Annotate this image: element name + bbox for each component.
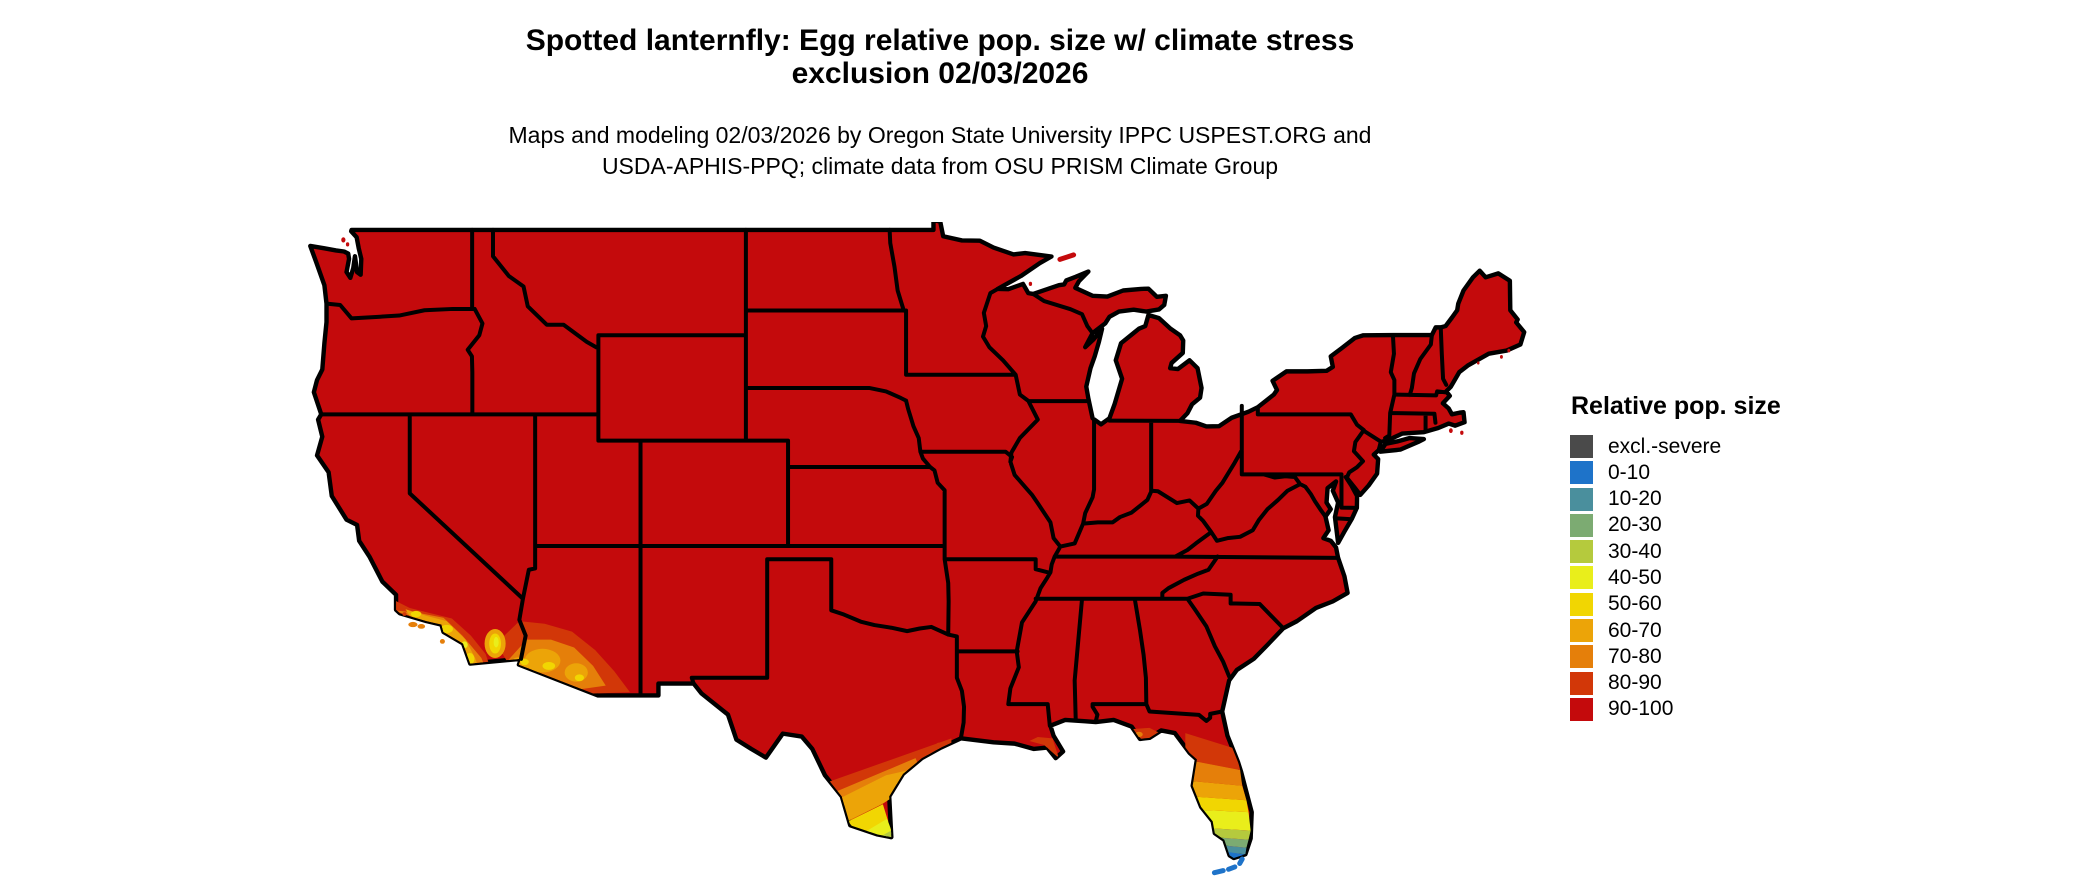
legend-label: 50-60	[1608, 592, 1662, 616]
channel-island	[408, 621, 418, 628]
subtitle-line-2: USDA-APHIS-PPQ; climate data from OSU PR…	[601, 153, 1279, 179]
marthas-vineyard	[1448, 428, 1453, 434]
conus-outline	[310, 222, 1524, 858]
maine-coast-island	[1476, 361, 1480, 365]
channel-island	[402, 612, 407, 616]
legend-swatch-90-100	[1570, 697, 1593, 721]
conus-choropleth-map	[297, 222, 1532, 888]
legend-label: 60-70	[1608, 618, 1662, 642]
legend-label: 30-40	[1608, 539, 1662, 563]
page-title: Spotted lanternfly: Egg relative pop. si…	[0, 24, 1880, 90]
legend-label: 20-30	[1608, 513, 1662, 537]
legend-row: 90-100	[1570, 697, 1781, 721]
channel-island	[417, 624, 426, 629]
legend-row: 80-90	[1570, 671, 1781, 695]
legend-swatch-30-40	[1570, 540, 1593, 564]
legend-label: excl.-severe	[1608, 434, 1722, 458]
legend-label: 90-100	[1608, 697, 1674, 721]
maine-coast-island	[1499, 355, 1503, 359]
legend-row: 50-60	[1570, 592, 1781, 616]
legend-row: 40-50	[1570, 565, 1781, 590]
legend-label: 80-90	[1608, 671, 1662, 695]
legend-label: 70-80	[1608, 644, 1662, 668]
legend-row: 20-30	[1570, 513, 1781, 537]
legend-swatch-50-60	[1570, 592, 1593, 616]
florida-keys	[1214, 859, 1242, 873]
page-subtitle: Maps and modeling 02/03/2026 by Oregon S…	[0, 120, 1880, 182]
legend-swatch-60-70	[1570, 619, 1593, 643]
legend-row: 0-10	[1570, 460, 1781, 485]
landmass	[310, 222, 1524, 858]
legend-label: 0-10	[1608, 460, 1651, 484]
legend-swatch-70-80	[1570, 645, 1593, 669]
legend-swatch-excl-severe	[1570, 435, 1593, 459]
islands	[341, 237, 1511, 873]
legend-label: 10-20	[1608, 487, 1662, 511]
legend-title: Relative pop. size	[1571, 392, 1781, 420]
legend-row: 10-20	[1570, 487, 1781, 511]
legend-swatch-10-20	[1570, 487, 1593, 511]
title-line-2: exclusion 02/03/2026	[791, 57, 1089, 90]
long-island	[1380, 438, 1424, 452]
legend-row: 70-80	[1570, 644, 1781, 669]
title-line-1: Spotted lanternfly: Egg relative pop. si…	[525, 24, 1355, 57]
san-juan-island	[345, 242, 350, 247]
legend-label: 40-50	[1608, 565, 1662, 589]
legend-row: excl.-severe	[1570, 434, 1781, 459]
channel-island	[439, 639, 445, 644]
maine-coast-island	[1507, 348, 1511, 353]
apostle-island	[1028, 281, 1033, 287]
nantucket	[1460, 430, 1464, 435]
legend-row: 30-40	[1570, 539, 1781, 564]
legend-row: 60-70	[1570, 618, 1781, 643]
legend-swatch-40-50	[1570, 566, 1593, 590]
legend-swatch-20-30	[1570, 513, 1593, 537]
san-juan-island	[341, 237, 346, 243]
isle-royale	[1060, 255, 1074, 259]
state-boundaries	[321, 230, 1447, 738]
legend: Relative pop. size excl.-severe 0-10 10-…	[1570, 392, 1781, 724]
subtitle-line-1: Maps and modeling 02/03/2026 by Oregon S…	[508, 122, 1372, 148]
legend-swatch-80-90	[1570, 671, 1593, 695]
legend-swatch-0-10	[1570, 461, 1593, 485]
